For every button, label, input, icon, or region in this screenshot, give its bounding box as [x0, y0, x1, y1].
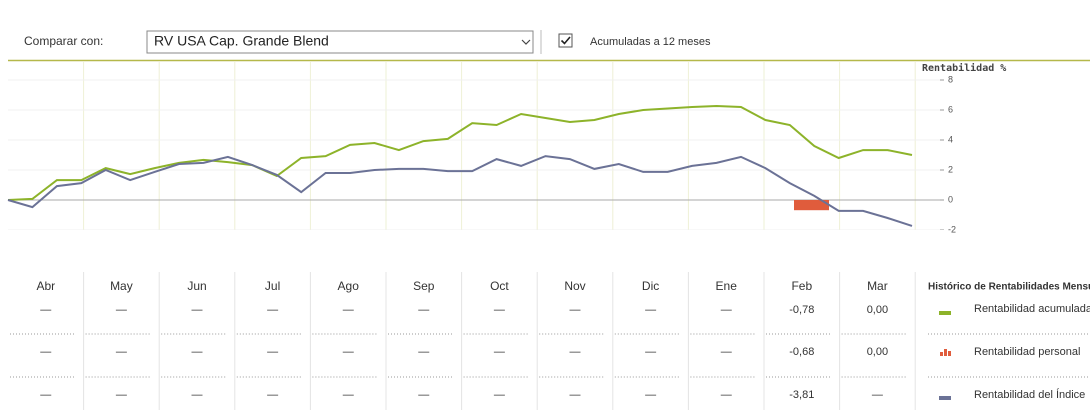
- y-axis-label: Rentabilidad %: [922, 62, 1006, 74]
- cell: —: [721, 346, 732, 358]
- cell: —: [40, 389, 51, 401]
- cell: —: [570, 389, 581, 401]
- cell: —: [645, 304, 656, 316]
- legend-label: Rentabilidad acumulada: [974, 303, 1090, 315]
- cell: —: [418, 346, 429, 358]
- checkbox-label: Acumuladas a 12 meses: [590, 36, 711, 48]
- legend-swatch: [940, 352, 943, 356]
- cell: —: [645, 346, 656, 358]
- checkbox-check: [560, 36, 571, 45]
- plot-area: [7, 62, 944, 230]
- legend-swatch: [939, 396, 951, 400]
- y-tick-label: -2: [948, 224, 956, 234]
- cell: —: [418, 389, 429, 401]
- cell: —: [267, 389, 278, 401]
- cell: —: [343, 346, 354, 358]
- series-line: [7, 104, 913, 201]
- cell: —: [494, 304, 505, 316]
- legend-swatch: [944, 349, 947, 356]
- cell: —: [418, 304, 429, 316]
- cell: —: [570, 304, 581, 316]
- y-tick-label: 8: [948, 74, 953, 84]
- month-header: Ene: [716, 279, 738, 293]
- month-header: Mar: [867, 279, 888, 293]
- cell: —: [40, 304, 51, 316]
- legend-label: Rentabilidad del Índice: [974, 388, 1085, 401]
- y-tick-label: 0: [948, 194, 953, 204]
- y-tick-label: 4: [948, 134, 953, 144]
- month-header: May: [110, 279, 133, 293]
- select-arrow: [521, 39, 531, 45]
- month-header: Dic: [642, 279, 659, 293]
- month-header: Jun: [187, 279, 206, 293]
- bar: [794, 200, 829, 211]
- y-tick-label: 2: [948, 164, 953, 174]
- month-header: Feb: [791, 279, 812, 293]
- select-value[interactable]: RV USA Cap. Grande Blend: [154, 33, 329, 49]
- cell: —: [645, 389, 656, 401]
- cell: —: [192, 389, 203, 401]
- cell: —: [343, 389, 354, 401]
- cell: —: [40, 346, 51, 358]
- cell: 0,00: [867, 304, 888, 316]
- cell: —: [192, 304, 203, 316]
- cell: —: [494, 346, 505, 358]
- month-header: Sep: [413, 279, 435, 293]
- cell: 0,00: [867, 346, 888, 358]
- month-header: Jul: [265, 279, 280, 293]
- cell: —: [267, 346, 278, 358]
- month-header: Nov: [564, 279, 585, 293]
- legend-swatch: [948, 351, 951, 356]
- month-header: Abr: [36, 279, 55, 293]
- legend-title: Histórico de Rentabilidades Mensuales: [928, 282, 1090, 293]
- table: Abr — — — May — — — Jun — — — Jul — — — Ago — — — Sep — — — Oct —…: [10, 272, 1090, 410]
- month-header: Ago: [338, 279, 360, 293]
- cell: —: [116, 304, 127, 316]
- cell: —: [721, 304, 732, 316]
- cell: —: [192, 346, 203, 358]
- cell: -0,68: [789, 346, 814, 358]
- cell: —: [872, 389, 883, 401]
- series-line: [7, 155, 913, 227]
- cell: —: [267, 304, 278, 316]
- cell: —: [570, 346, 581, 358]
- legend-label: Rentabilidad personal: [974, 346, 1080, 358]
- select-box[interactable]: [146, 30, 534, 54]
- cell: —: [721, 389, 732, 401]
- cell: -3,81: [789, 389, 814, 401]
- cell: —: [494, 389, 505, 401]
- cell: —: [116, 389, 127, 401]
- month-header: Oct: [490, 279, 509, 293]
- cell: —: [116, 346, 127, 358]
- legend-swatch: [939, 311, 951, 315]
- cell: -0,78: [789, 304, 814, 316]
- compare-label: Comparar con:: [24, 34, 103, 48]
- y-tick-label: 6: [948, 104, 953, 114]
- checkbox[interactable]: [558, 33, 573, 48]
- cell: —: [343, 304, 354, 316]
